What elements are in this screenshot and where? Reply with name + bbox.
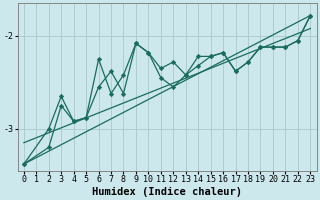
X-axis label: Humidex (Indice chaleur): Humidex (Indice chaleur) <box>92 186 242 197</box>
